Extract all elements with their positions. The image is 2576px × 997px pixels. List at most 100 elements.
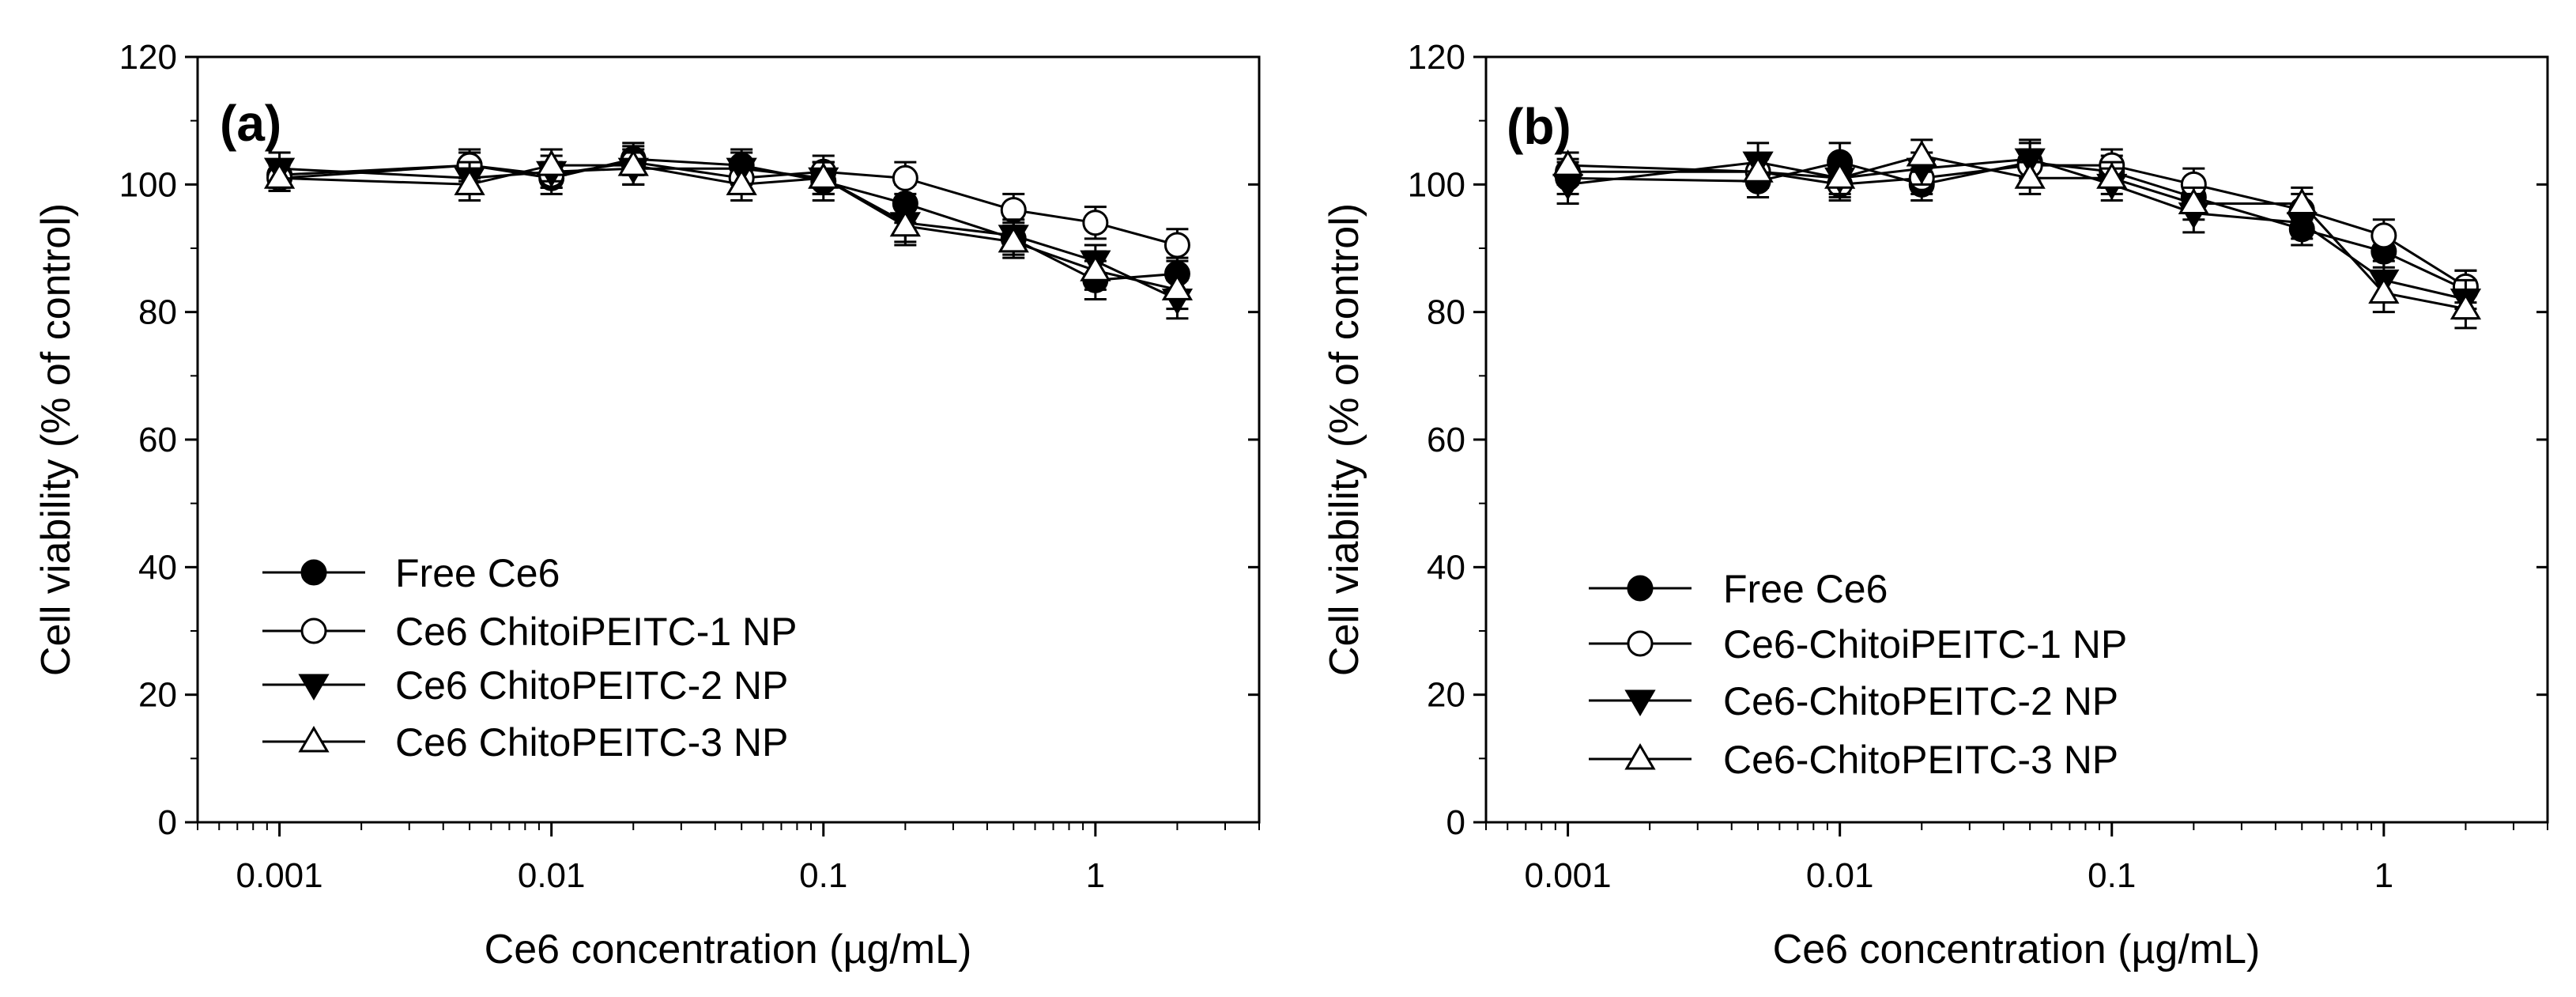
data-point (1082, 210, 1109, 236)
legend-label: Free Ce6 (1723, 567, 1888, 611)
x-tick-label: 1 (1086, 856, 1105, 895)
legend-label: Ce6-ChitoPEITC-3 NP (1723, 738, 2118, 782)
legend-b: Free Ce6 Ce6-ChitoiPEITC-1 NP Ce6-ChitoP… (1589, 567, 2127, 782)
x-axis-title-prefix-b: Ce6 concentration ( (1773, 927, 2132, 972)
series-line (1567, 157, 2466, 300)
x-axis-title-a: Ce6 concentration (µg/mL) (485, 927, 972, 972)
series-line (1567, 164, 2467, 288)
data-point (1080, 255, 1111, 281)
x-tick-label: 0.01 (518, 856, 586, 895)
x-axis-title-suffix-a: ) (958, 927, 971, 972)
data-point (1742, 156, 1774, 183)
legend-marker (1627, 575, 1654, 602)
data-point (1906, 140, 1937, 167)
legend-label: Ce6 ChitoPEITC-3 NP (395, 720, 788, 765)
legend-entry-chitoipeitc-1: Ce6 ChitoiPEITC-1 NP (262, 610, 798, 654)
legend-entry-chitopeitc-2: Ce6 ChitoPEITC-2 NP (262, 663, 788, 708)
y-tick-label: 60 (1427, 421, 1465, 459)
legend-label: Ce6-ChitoPEITC-2 NP (1723, 679, 2118, 723)
legend-entry-chitopeitc-3: Ce6 ChitoPEITC-3 NP (262, 720, 788, 765)
data-point (726, 168, 757, 195)
data-point (2368, 277, 2400, 304)
data-point (892, 164, 918, 191)
legend-marker (298, 674, 330, 701)
series (263, 145, 1194, 311)
x-tick-label: 0.1 (799, 856, 847, 895)
data-point (2286, 187, 2318, 215)
series-line (279, 161, 1178, 247)
legend-marker (1624, 689, 1656, 716)
x-axis-b: 0.001 0.01 0.1 1 (1485, 822, 2548, 895)
legend-entry-free-ce6: Free Ce6 (262, 551, 560, 595)
legend-marker (300, 617, 327, 644)
data-point (2370, 222, 2397, 249)
data-point (1000, 197, 1027, 224)
y-tick-label: 20 (1427, 676, 1465, 715)
series (1552, 138, 2482, 330)
legend-marker (1627, 630, 1654, 657)
x-tick-label: 0.001 (236, 856, 323, 895)
y-tick-label: 40 (138, 548, 177, 587)
series-layer-a (263, 142, 1194, 320)
y-tick-label: 120 (1408, 38, 1465, 77)
y-axis-title-a: Cell viability (% of control) (33, 203, 79, 676)
data-point (2096, 162, 2128, 189)
y-tick-label: 100 (119, 165, 177, 204)
legend-marker (300, 559, 327, 586)
legend-entry-free-ce6: Free Ce6 (1589, 567, 1888, 611)
data-point (1552, 149, 1584, 176)
data-point (2014, 148, 2046, 176)
series-line (1567, 154, 2466, 311)
y-axis-a: 0 20 40 60 80 100 120 (119, 38, 1259, 842)
data-point (536, 149, 568, 176)
x-axis-title-prefix-a: Ce6 concentration ( (485, 927, 843, 972)
x-axis-title-unit-b: µg/mL (2131, 927, 2246, 972)
legend-entry-chitopeitc-2: Ce6-ChitoPEITC-2 NP (1589, 679, 2118, 723)
data-point (1164, 232, 1190, 259)
legend-label: Ce6 ChitoPEITC-2 NP (395, 663, 788, 708)
data-point (889, 210, 921, 237)
y-axis-b: 0 20 40 60 80 100 120 (1408, 38, 2548, 842)
x-tick-label: 0.001 (1525, 856, 1612, 895)
y-tick-label: 100 (1408, 165, 1465, 204)
legend-marker (298, 726, 330, 753)
data-point (808, 162, 839, 189)
data-point (2178, 187, 2209, 215)
y-tick-label: 0 (1446, 803, 1465, 842)
data-point (2014, 162, 2046, 189)
series-line (279, 164, 1178, 291)
y-tick-label: 20 (138, 676, 177, 715)
x-axis-title-unit-a: µg/mL (843, 927, 958, 972)
y-tick-label: 80 (1427, 293, 1465, 332)
data-point (263, 162, 296, 189)
series-layer-b (1552, 138, 2482, 330)
series-line (1567, 161, 2467, 291)
data-point (998, 225, 1029, 253)
y-tick-label: 40 (1427, 548, 1465, 587)
legend-entry-chitoipeitc-1: Ce6-ChitoiPEITC-1 NP (1589, 622, 2127, 667)
data-point (617, 149, 649, 176)
data-point (2450, 293, 2482, 320)
data-point (1161, 274, 1194, 300)
x-axis-title-b: Ce6 concentration (µg/mL) (1773, 927, 2261, 972)
data-point (454, 168, 485, 195)
panel-label-a: (a) (220, 95, 281, 152)
x-tick-label: 0.01 (1806, 856, 1874, 895)
x-tick-label: 1 (2374, 856, 2393, 895)
x-tick-label: 0.1 (2088, 856, 2136, 895)
data-point (1824, 162, 1856, 189)
legend-entry-chitopeitc-3: Ce6-ChitoPEITC-3 NP (1589, 738, 2118, 782)
panel-label-b: (b) (1507, 98, 1571, 155)
y-tick-label: 80 (138, 293, 177, 332)
y-tick-label: 120 (119, 38, 177, 77)
panel-a: 0 20 40 60 80 100 120 0.001 0.01 0.1 1 (a) Cell v… (33, 38, 1261, 972)
x-axis-a: 0.001 0.01 0.1 1 (197, 822, 1260, 895)
panel-b: 0 20 40 60 80 100 120 0.001 0.01 0.1 1 (b) Cell v… (1322, 38, 2549, 972)
legend-label: Ce6-ChitoiPEITC-1 NP (1723, 622, 2127, 667)
x-axis-title-suffix-b: ) (2246, 927, 2260, 972)
y-axis-title-b: Cell viability (% of control) (1322, 203, 1367, 676)
legend-label: Ce6 ChitoiPEITC-1 NP (395, 610, 798, 654)
legend-a: Free Ce6 Ce6 ChitoiPEITC-1 NP Ce6 ChitoP… (262, 551, 798, 765)
legend-marker (1624, 743, 1656, 770)
